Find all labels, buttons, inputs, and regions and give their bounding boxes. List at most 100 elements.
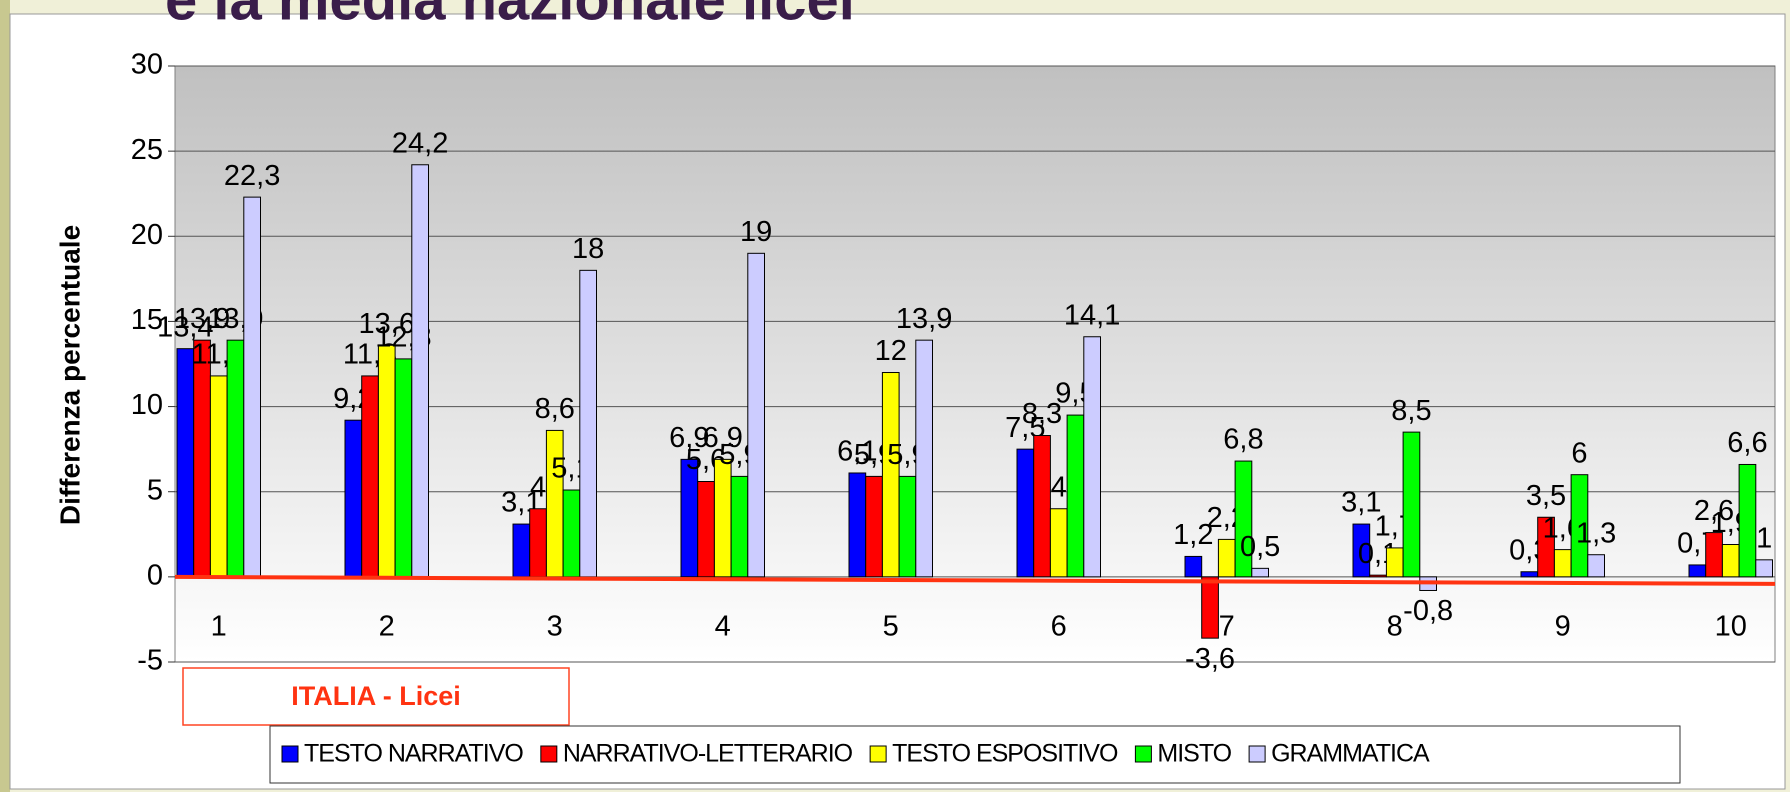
data-label: 24,2	[392, 127, 448, 159]
bar	[529, 508, 547, 578]
bar	[1033, 435, 1051, 578]
y-tick-label: 5	[147, 474, 163, 506]
bar	[730, 475, 749, 578]
bar	[1721, 544, 1740, 578]
y-tick-label: 10	[131, 389, 163, 421]
bar	[1369, 574, 1387, 578]
data-label: 1	[1756, 522, 1772, 554]
bar	[1520, 571, 1539, 578]
data-label: 6,8	[1223, 424, 1263, 456]
bar	[697, 480, 715, 578]
bar	[1705, 532, 1723, 578]
bar	[226, 339, 245, 578]
bar	[1402, 431, 1421, 578]
bar	[1066, 414, 1085, 578]
data-label: 18	[572, 233, 604, 265]
x-tick-label: 4	[715, 611, 731, 643]
data-label: 6,9	[703, 422, 743, 454]
data-label: 2,6	[1694, 495, 1734, 527]
y-tick-label: 25	[131, 134, 163, 166]
bar	[680, 458, 699, 578]
x-tick-label: 9	[1555, 611, 1571, 643]
bar	[848, 472, 867, 578]
bar	[1184, 555, 1203, 578]
bar	[1755, 559, 1774, 578]
data-label: 6,6	[1727, 427, 1767, 459]
annotation: ITALIA - Licei	[291, 681, 461, 711]
bar	[1738, 463, 1757, 578]
bar	[394, 358, 413, 578]
x-tick-label: 7	[1219, 611, 1235, 643]
bar	[1016, 448, 1035, 578]
x-tick-label: 8	[1387, 611, 1403, 643]
data-label: 14,1	[1064, 299, 1120, 331]
bar	[713, 458, 732, 578]
legend-box	[269, 725, 1681, 784]
bar	[243, 196, 262, 578]
data-label: 3,1	[1341, 487, 1381, 519]
legend-swatch	[1248, 745, 1266, 763]
data-label: 8,3	[1022, 398, 1062, 430]
data-label: 8,6	[535, 393, 575, 425]
legend-label: GRAMMATICA	[1271, 740, 1430, 768]
legend-swatch	[540, 745, 558, 763]
bar	[1587, 554, 1606, 578]
legend-label: NARRATIVO-LETTERARIO	[563, 740, 853, 768]
data-label: 4	[1051, 471, 1067, 503]
y-tick-label: 0	[147, 560, 163, 592]
x-tick-label: 10	[1715, 611, 1747, 643]
legend-swatch	[869, 745, 887, 763]
bar	[1688, 564, 1707, 578]
data-label: -3,6	[1185, 643, 1235, 675]
legend-label: MISTO	[1157, 740, 1231, 768]
bar	[747, 252, 765, 578]
x-tick-label: 3	[547, 611, 563, 643]
x-tick-label: 1	[211, 611, 227, 643]
bar	[361, 375, 379, 578]
bar	[209, 375, 228, 578]
y-tick-label: -5	[137, 645, 163, 677]
bar	[1234, 460, 1253, 578]
reference-line	[174, 574, 1776, 586]
data-label: 22,3	[224, 160, 280, 192]
bar	[193, 339, 211, 578]
data-label: 19	[740, 216, 772, 248]
bar	[562, 489, 581, 578]
bar	[898, 475, 917, 578]
data-label: 3,5	[1526, 480, 1566, 512]
data-label: 12	[875, 335, 907, 367]
bar	[512, 523, 531, 578]
legend-swatch	[1134, 745, 1152, 763]
bar	[1385, 547, 1404, 578]
x-tick-label: 5	[883, 611, 899, 643]
data-label: 6	[1571, 437, 1587, 469]
chart-title: e la media nazionale licei	[165, 0, 855, 32]
bar	[1251, 567, 1270, 578]
legend-label: TESTO NARRATIVO	[304, 740, 523, 768]
bar	[411, 164, 429, 578]
bar	[176, 348, 195, 578]
bar	[1201, 576, 1219, 639]
data-label: 1,3	[1576, 517, 1616, 549]
bar	[377, 344, 396, 578]
y-axis-label: Differenza percentuale	[54, 225, 85, 525]
data-label: 13,9	[896, 303, 952, 335]
x-tick-label: 6	[1051, 611, 1067, 643]
bar	[1570, 474, 1589, 578]
data-label: 8,5	[1391, 395, 1431, 427]
bar	[1217, 538, 1236, 578]
plot-area	[174, 65, 1776, 663]
data-label: 13,9	[174, 303, 230, 335]
legend-swatch	[281, 745, 299, 763]
data-label: -0,8	[1403, 595, 1453, 627]
bar	[1537, 516, 1555, 578]
bar	[1352, 523, 1371, 578]
bar	[915, 339, 933, 578]
annotation-box	[182, 667, 570, 726]
bar	[1553, 549, 1572, 578]
y-tick-label: 15	[131, 304, 163, 336]
y-tick-label: 20	[131, 219, 163, 251]
bar	[579, 269, 597, 578]
data-label: 6,1	[837, 436, 877, 468]
